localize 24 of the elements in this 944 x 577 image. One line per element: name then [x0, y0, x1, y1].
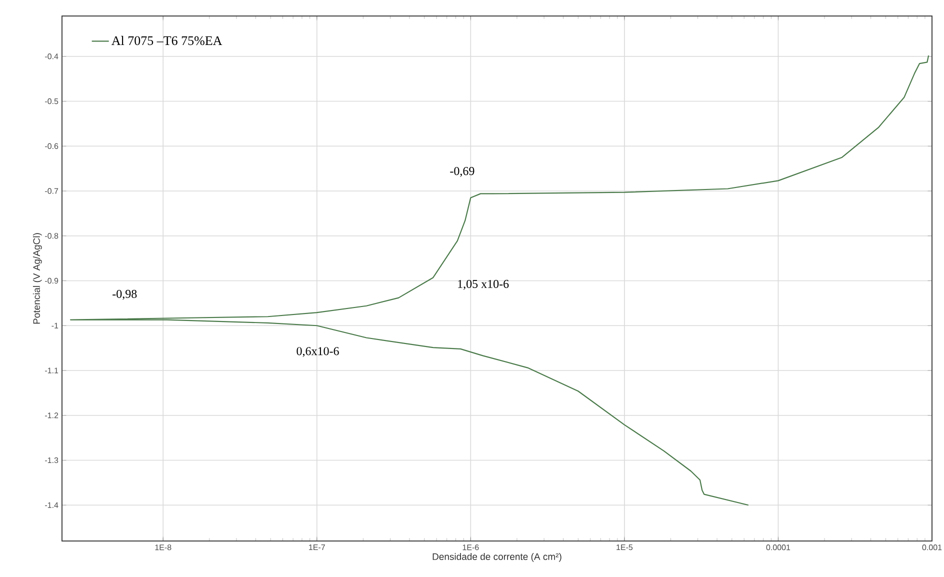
y-axis-title: Potencial (V Ag/AgCl): [32, 233, 42, 324]
x-axis-title: Densidade de corrente (A cm²): [432, 553, 562, 562]
annotation: 1,05 x10-6: [458, 280, 509, 290]
y-tick-label: -1: [52, 322, 58, 328]
y-tick-label: -0.8: [45, 233, 58, 239]
x-tick-label: 1E-6: [462, 544, 479, 550]
annotation: -0,69: [450, 167, 474, 177]
y-tick-label: -1.4: [45, 502, 58, 508]
y-tick-label: -0.6: [45, 143, 58, 149]
y-tick-label: -0.5: [45, 98, 58, 104]
y-tick-label: -0.4: [45, 54, 58, 60]
x-tick-label: 1E-7: [309, 544, 325, 550]
y-tick-label: -1.3: [45, 457, 58, 464]
annotation: -0,98: [112, 290, 137, 300]
x-tick-label: 1E-8: [155, 544, 172, 550]
y-tick-label: -1.1: [45, 368, 58, 374]
y-tick-label: -0.9: [45, 278, 58, 284]
x-tick-label: 1E-5: [616, 544, 633, 550]
annotation: 0,6x10-6: [296, 347, 339, 357]
y-tick-label: -0.7: [45, 188, 58, 194]
y-tick-label: -1.2: [45, 412, 58, 418]
x-tick-label: 0.001: [922, 544, 942, 550]
legend-label: Al 7075 –T6 75%EA: [111, 36, 222, 46]
x-tick-label: 0.0001: [766, 544, 790, 550]
